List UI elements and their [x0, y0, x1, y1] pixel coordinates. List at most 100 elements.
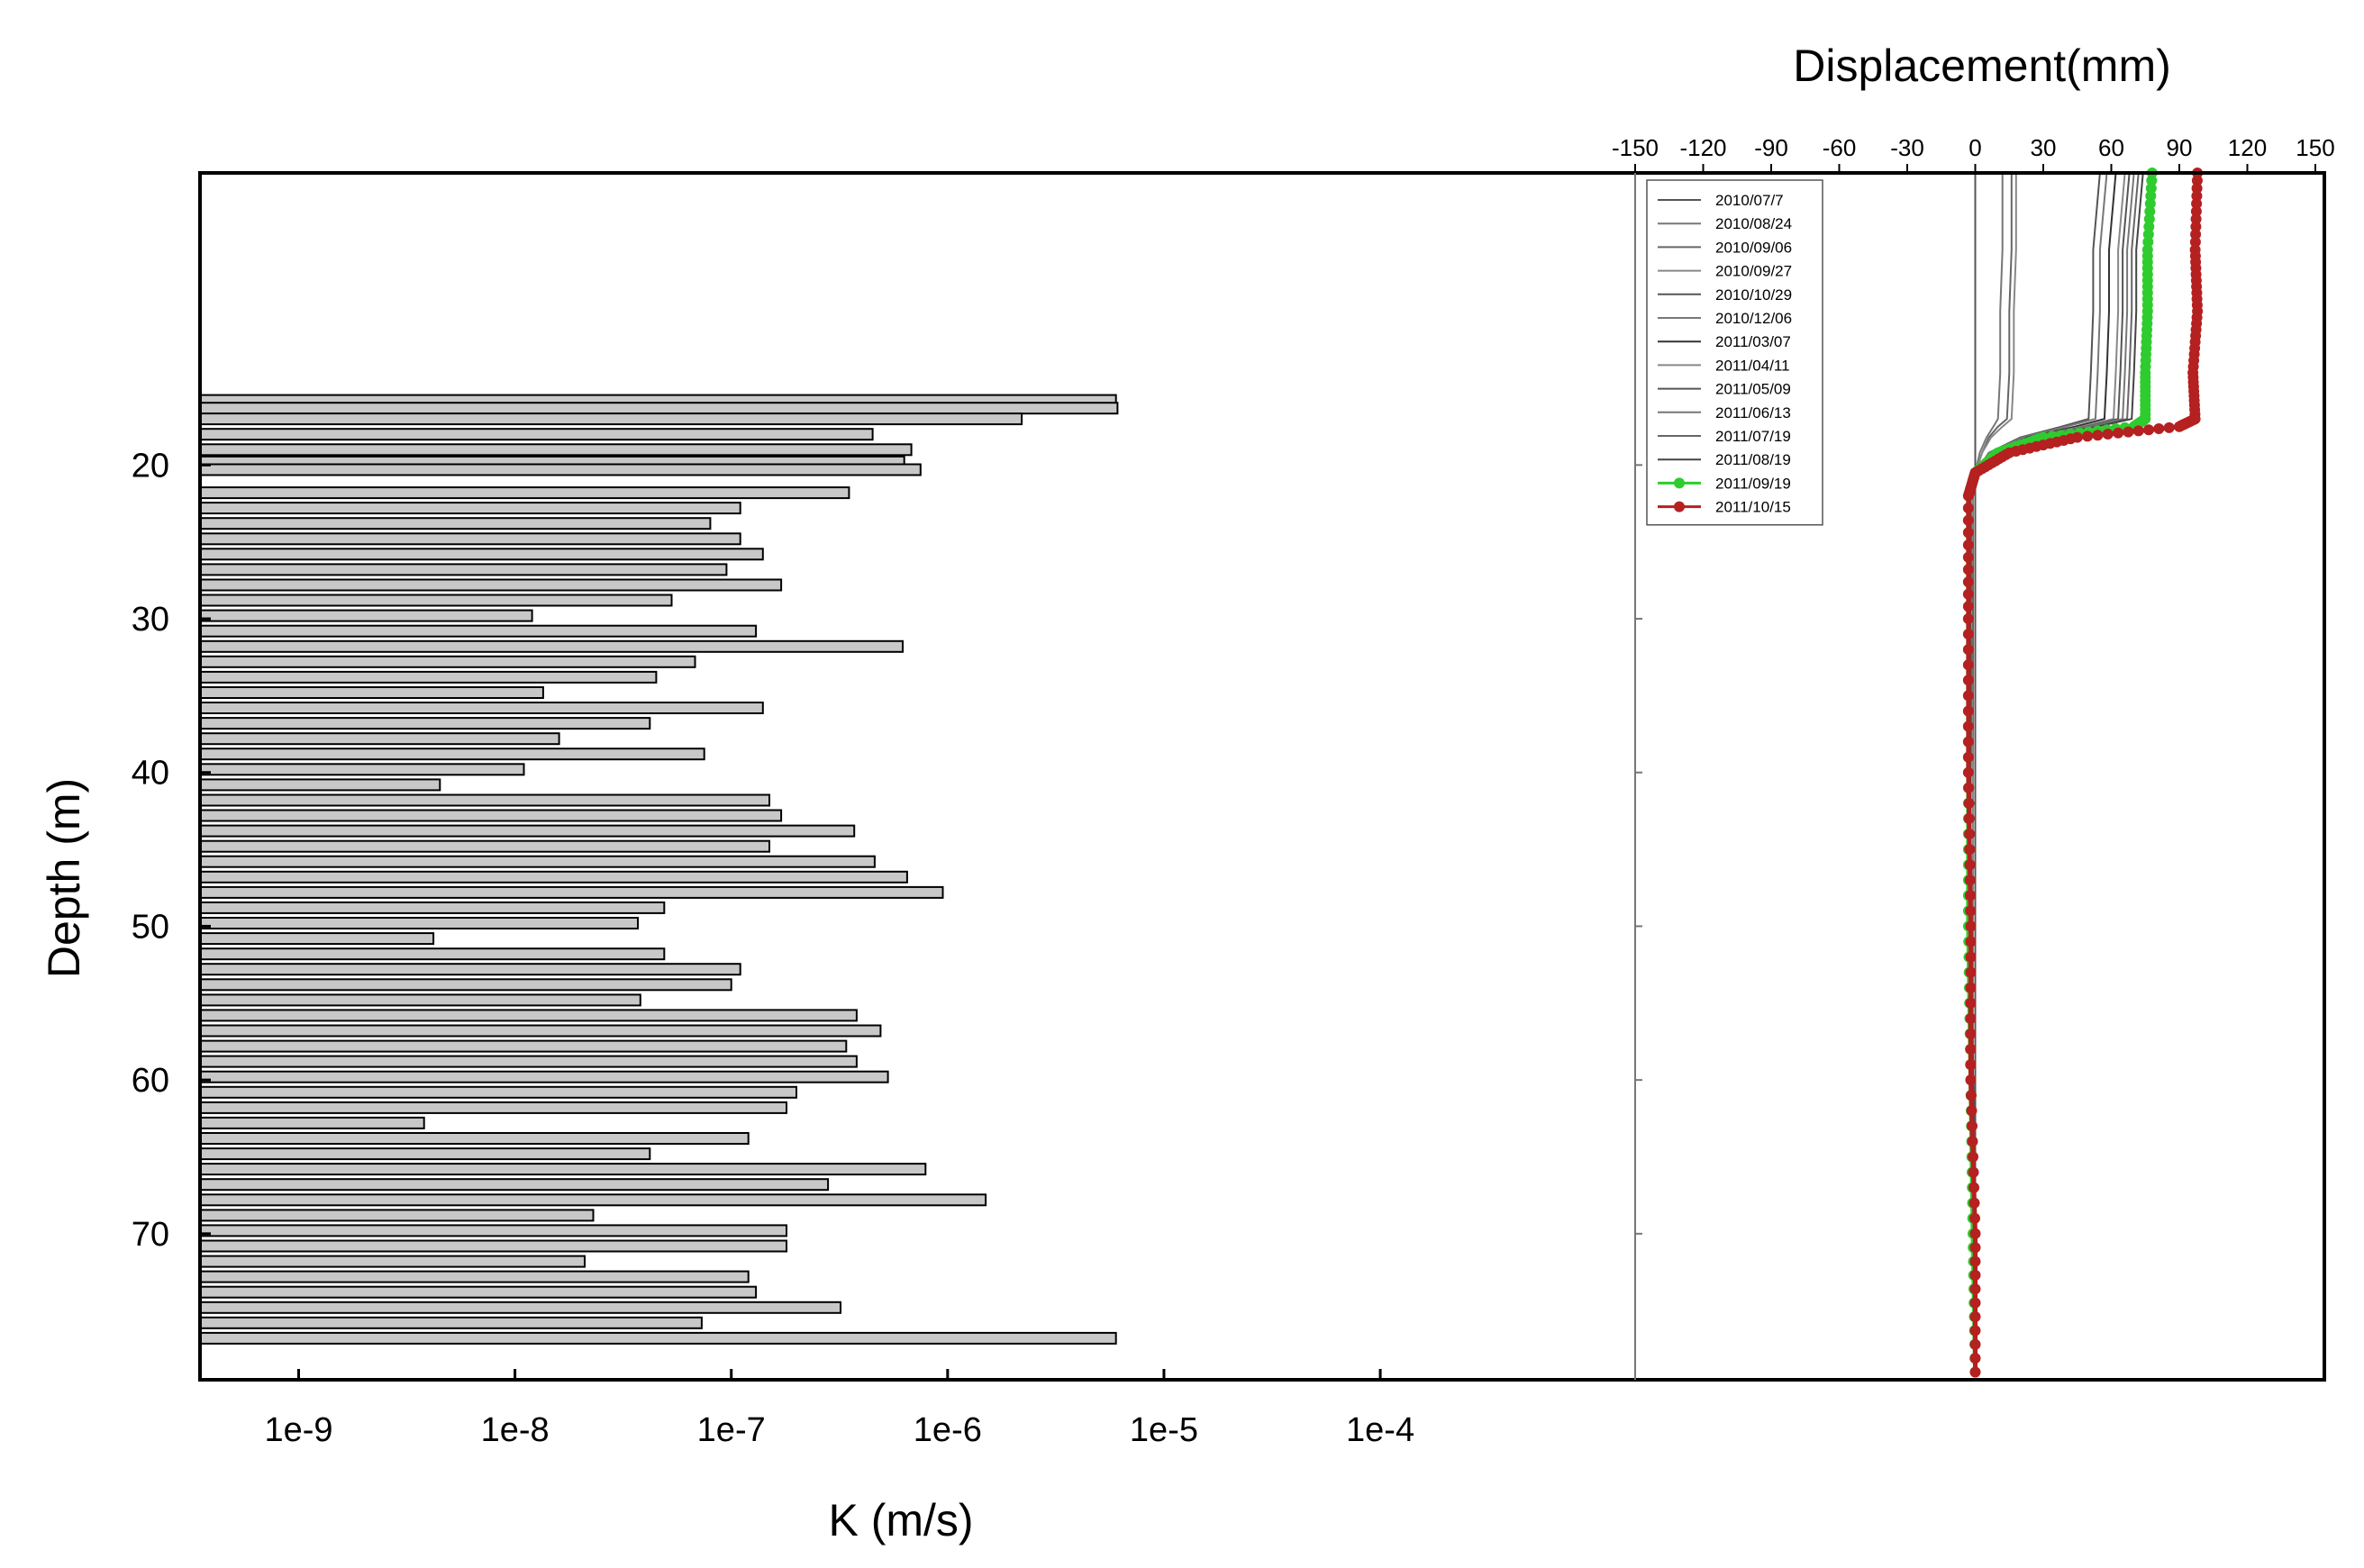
- legend-entry-label: 2010/09/27: [1715, 263, 1792, 280]
- legend-entry-label: 2010/12/06: [1715, 310, 1792, 327]
- displacement-point: [1969, 1353, 1981, 1364]
- k-bar: [199, 1255, 586, 1268]
- displacement-point: [1962, 629, 1974, 640]
- displacement-point: [1965, 951, 1977, 963]
- displacement-point: [2191, 198, 2203, 210]
- k-bar: [199, 670, 658, 684]
- displacement-point: [1963, 797, 1975, 809]
- displacement-line: [1969, 172, 2135, 1373]
- displacement-point: [1969, 1242, 1981, 1254]
- k-bar: [199, 885, 944, 899]
- displacement-tick-label: -120: [1679, 134, 1726, 161]
- k-bar: [199, 1039, 848, 1053]
- displacement-point: [1969, 1338, 1981, 1350]
- k-bar: [199, 824, 856, 838]
- legend-entry-label: 2011/08/19: [1715, 451, 1791, 468]
- displacement-point: [1965, 1074, 1977, 1086]
- legend-entry-label: 2010/07/7: [1715, 192, 1784, 209]
- displacement-point: [1962, 705, 1974, 717]
- displacement-tick-label: 0: [1968, 134, 1981, 161]
- k-bar: [199, 901, 666, 914]
- k-axis-tick-label: 1e-9: [264, 1411, 332, 1449]
- legend-entry-label: 2011/05/09: [1715, 381, 1791, 398]
- k-bar: [199, 1193, 987, 1207]
- displacement-tick-label: 60: [2098, 134, 2124, 161]
- k-bar: [199, 1070, 889, 1083]
- k-bar: [199, 993, 641, 1007]
- displacement-point: [1962, 690, 1974, 702]
- k-bar: [199, 563, 728, 576]
- displacement-point: [1965, 1059, 1977, 1071]
- displacement-point: [2191, 175, 2203, 186]
- displacement-line: [1966, 172, 2155, 1373]
- displacement-tick-label: -30: [1890, 134, 1924, 161]
- displacement-line: [1969, 172, 2140, 1373]
- k-bar: [199, 1316, 703, 1329]
- displacement-point: [2132, 425, 2144, 437]
- displacement-point: [1967, 1136, 1978, 1147]
- displacement-line: [1969, 172, 2131, 1373]
- k-bar: [199, 412, 1023, 426]
- displacement-point: [1962, 564, 1974, 576]
- displacement-point: [1968, 1151, 1978, 1163]
- displacement-line: [1969, 172, 2108, 1373]
- k-bar: [199, 717, 651, 730]
- legend-entry-label: 2010/08/24: [1715, 215, 1792, 232]
- displacement-tick-label: 90: [2167, 134, 2193, 161]
- k-bar: [199, 963, 741, 976]
- k-bar: [199, 870, 908, 884]
- legend-entry-label: 2010/09/06: [1715, 239, 1792, 256]
- legend-entry-label: 2011/04/11: [1715, 357, 1790, 374]
- k-bar: [199, 655, 696, 668]
- displacement-point: [1967, 1120, 1978, 1132]
- displacement-point: [1969, 1311, 1981, 1322]
- legend-marker: [1674, 501, 1685, 512]
- displacement-point: [1962, 721, 1974, 732]
- depth-axis-tick-label: 30: [132, 601, 169, 639]
- displacement-point: [1962, 736, 1974, 748]
- displacement-point: [2123, 426, 2134, 438]
- displacement-point: [2102, 429, 2114, 440]
- displacement-point: [2153, 423, 2165, 434]
- displacement-point: [2189, 236, 2201, 248]
- displacement-point: [1965, 1044, 1977, 1055]
- k-axis-tick-label: 1e-8: [481, 1411, 550, 1449]
- displacement-line: [1972, 173, 2013, 1373]
- displacement-point: [1965, 997, 1977, 1009]
- displacement-point: [1969, 1283, 1981, 1295]
- displacement-point: [2190, 205, 2202, 217]
- displacement-line: [1966, 172, 2200, 1373]
- displacement-point: [1962, 503, 1974, 514]
- displacement-point: [1969, 1325, 1981, 1337]
- k-axis-tick-label: 1e-7: [697, 1411, 766, 1449]
- depth-axis-label: Depth (m): [39, 778, 89, 978]
- displacement-point: [1962, 539, 1974, 551]
- depth-axis-tick-label: 70: [132, 1216, 169, 1254]
- k-bar: [199, 1178, 830, 1192]
- displacement-tick-label: 120: [2228, 134, 2267, 161]
- displacement-point: [1968, 1166, 1979, 1178]
- legend-entry-label: 2011/10/15: [1715, 499, 1791, 516]
- k-bar: [199, 932, 435, 946]
- displacement-point: [2113, 427, 2124, 439]
- k-bar: [199, 917, 639, 929]
- displacement-tick-label: -90: [1754, 134, 1788, 161]
- displacement-point: [1962, 527, 1974, 539]
- displacement-point: [2190, 221, 2202, 232]
- displacement-point: [1969, 1255, 1981, 1267]
- displacement-point: [2190, 213, 2202, 225]
- k-bar: [199, 1331, 1117, 1345]
- displacement-point: [1964, 859, 1976, 871]
- displacement-point: [1969, 1366, 1981, 1378]
- displacement-point: [1962, 576, 1974, 588]
- k-bar: [199, 428, 874, 441]
- displacement-point: [1964, 829, 1975, 839]
- legend-marker: [1674, 477, 1685, 489]
- displacement-point: [2174, 421, 2185, 432]
- k-bar: [199, 1101, 787, 1114]
- k-bar: [199, 1301, 841, 1314]
- legend-entry-label: 2011/06/13: [1715, 404, 1791, 421]
- displacement-point: [1962, 644, 1974, 656]
- displacement-point: [1964, 844, 1976, 856]
- k-bars-group: [199, 394, 1119, 1345]
